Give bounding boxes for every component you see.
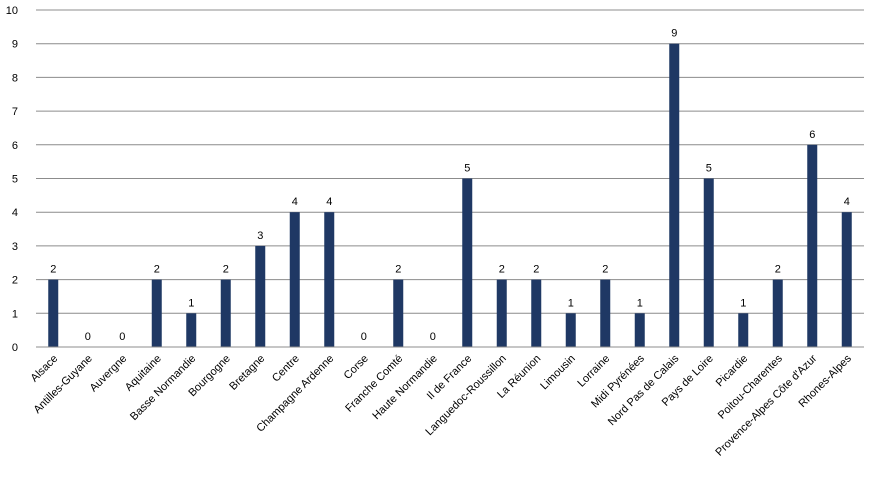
data-label: 1 [740, 297, 746, 309]
gridlines [36, 9, 864, 314]
bar [151, 279, 162, 347]
x-tick-label: Corse [342, 353, 371, 382]
y-tick-label: 4 [12, 207, 18, 219]
y-tick-label: 7 [12, 106, 18, 118]
y-tick-label: 2 [12, 275, 18, 287]
x-tick-label: Centre [270, 353, 302, 385]
bar [289, 212, 300, 347]
x-tick-label: Bretagne [227, 353, 267, 393]
y-tick-label: 8 [12, 72, 18, 84]
bar [496, 279, 507, 347]
data-label: 0 [361, 331, 367, 343]
bar [324, 212, 335, 347]
data-label: 2 [533, 264, 539, 276]
data-label: 4 [326, 196, 332, 208]
bar [255, 245, 266, 347]
data-labels: 2 0 0 2 1 2 3 4 4 0 2 0 5 2 2 1 2 1 9 5 1 2 6 4 [50, 28, 850, 343]
y-tick-label: 5 [12, 174, 18, 186]
x-axis-tick-labels: AlsaceAntilles-GuyaneAuvergneAquitaineBa… [29, 352, 855, 458]
y-tick-label: 0 [12, 342, 18, 354]
y-tick-label: 10 [6, 5, 18, 17]
bar [48, 279, 59, 347]
y-tick-label: 3 [12, 241, 18, 253]
bar [186, 313, 197, 347]
bars [48, 43, 852, 347]
data-label: 2 [499, 264, 505, 276]
data-label: 2 [775, 264, 781, 276]
data-label: 4 [292, 196, 298, 208]
bar [738, 313, 749, 347]
bar [807, 144, 818, 347]
bar [600, 279, 611, 347]
bar [393, 279, 404, 347]
data-label: 1 [568, 297, 574, 309]
data-label: 0 [85, 331, 91, 343]
bar [462, 178, 473, 347]
data-label: 3 [257, 230, 263, 242]
data-label: 9 [671, 28, 677, 40]
x-tick-label: Haute Normandie [370, 353, 439, 422]
bar [565, 313, 576, 347]
x-tick-label: Alsace [29, 353, 61, 385]
x-tick-label: Limousin [538, 353, 578, 393]
data-label: 5 [706, 163, 712, 175]
data-label: 1 [637, 297, 643, 309]
x-tick-label: Poitou-Charentes [716, 352, 785, 421]
y-tick-label: 1 [12, 308, 18, 320]
data-label: 5 [464, 163, 470, 175]
bar [220, 279, 231, 347]
data-label: 0 [430, 331, 436, 343]
bar [841, 212, 852, 347]
data-label: 2 [602, 264, 608, 276]
data-label: 1 [188, 297, 194, 309]
bar [531, 279, 542, 347]
data-label: 2 [395, 264, 401, 276]
y-tick-label: 9 [12, 39, 18, 51]
bar [772, 279, 783, 347]
bar [634, 313, 645, 347]
data-label: 2 [154, 264, 160, 276]
data-label: 2 [50, 264, 56, 276]
x-tick-label: Auvergne [88, 353, 130, 395]
bar [669, 43, 680, 347]
bar [703, 178, 714, 347]
x-tick-label: Basse Normandie [128, 353, 198, 423]
data-label: 4 [844, 196, 850, 208]
data-label: 0 [119, 331, 125, 343]
y-tick-label: 6 [12, 140, 18, 152]
x-tick-label: Antilles-Guyane [31, 353, 94, 416]
y-axis-tick-labels: 0 1 2 3 4 5 6 7 8 9 10 [6, 5, 18, 354]
data-label: 6 [809, 129, 815, 141]
data-label: 2 [223, 264, 229, 276]
